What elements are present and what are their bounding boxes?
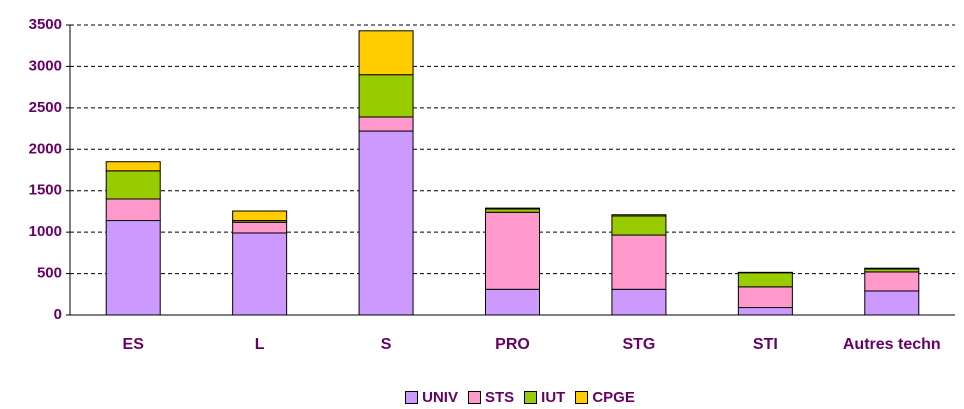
bar-segment bbox=[232, 210, 288, 222]
legend-swatch bbox=[575, 391, 589, 404]
bar-segment bbox=[611, 234, 667, 290]
legend: UNIV STS IUT CPGE bbox=[100, 389, 940, 406]
bar-segment bbox=[864, 290, 920, 316]
x-tick-label: PRO bbox=[495, 336, 530, 353]
bar-segment bbox=[485, 288, 540, 316]
x-tick-label: ES bbox=[122, 336, 144, 353]
y-tick-label: 3000 bbox=[29, 57, 62, 74]
legend-swatch bbox=[467, 391, 481, 404]
y-tick-label: 2500 bbox=[29, 99, 62, 116]
y-tick-label: 0 bbox=[54, 306, 62, 323]
y-tick-label: 1000 bbox=[29, 223, 62, 240]
bar-segment bbox=[485, 211, 540, 290]
bar-segment bbox=[358, 116, 414, 132]
legend-item: UNIV bbox=[405, 389, 458, 406]
x-tick-label: Autres techn bbox=[842, 336, 941, 353]
bar-segment bbox=[358, 130, 414, 316]
legend-item: STS bbox=[467, 389, 515, 406]
bar-segment bbox=[358, 74, 414, 118]
bar-segment bbox=[105, 198, 161, 222]
bar-segment bbox=[737, 272, 793, 288]
bar-segment bbox=[611, 214, 667, 217]
bar-segment bbox=[864, 271, 920, 292]
bar-segment bbox=[485, 207, 540, 210]
legend-swatch bbox=[405, 391, 419, 404]
bar-segment bbox=[232, 221, 288, 234]
y-tick-label: 3500 bbox=[29, 16, 62, 33]
bar-segment bbox=[737, 307, 793, 316]
legend-label: CPGE bbox=[592, 389, 635, 406]
x-tick-label: STG bbox=[622, 336, 656, 353]
bar-segment bbox=[358, 30, 414, 76]
x-tick-label: S bbox=[380, 336, 392, 353]
bar-segment bbox=[611, 288, 667, 316]
bar-segment bbox=[737, 286, 793, 309]
x-tick-label: STI bbox=[752, 336, 778, 353]
bar-segment bbox=[105, 220, 161, 316]
y-tick-label: 1500 bbox=[29, 182, 62, 199]
legend-item: CPGE bbox=[575, 389, 635, 406]
legend-label: STS bbox=[484, 389, 515, 406]
legend-label: IUT bbox=[541, 389, 566, 406]
legend-item: IUT bbox=[524, 389, 565, 406]
y-tick-label: 2000 bbox=[29, 140, 62, 157]
legend-swatch bbox=[524, 391, 538, 404]
bar-segment bbox=[232, 232, 288, 316]
y-tick-label: 500 bbox=[37, 265, 62, 282]
x-tick-label: L bbox=[254, 336, 265, 353]
bar-segment bbox=[864, 267, 920, 270]
bar-segment bbox=[105, 161, 161, 172]
bar-segment bbox=[611, 215, 667, 236]
legend-label: UNIV bbox=[422, 389, 458, 406]
bar-segment bbox=[105, 170, 161, 200]
